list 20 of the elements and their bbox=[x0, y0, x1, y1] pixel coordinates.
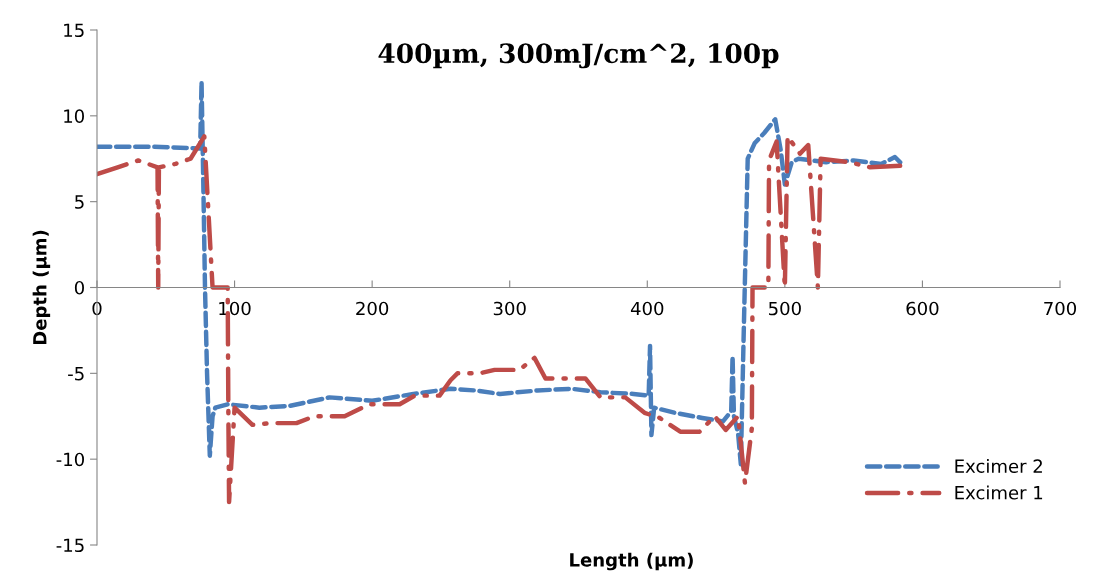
x-tick-label: 400 bbox=[630, 301, 664, 316]
y-tick-label: 0 bbox=[74, 280, 84, 295]
x-tick-label: 300 bbox=[493, 301, 526, 316]
chart-title: 400µm, 300mJ/cm^2, 100p bbox=[378, 43, 779, 69]
x-axis-title: Length (µm) bbox=[570, 552, 693, 571]
y-tick-label: -5 bbox=[68, 367, 84, 381]
x-tick-label: 500 bbox=[769, 301, 801, 316]
legend-label: Excimer 1 bbox=[955, 485, 1043, 500]
x-tick-label: 100 bbox=[219, 301, 251, 316]
x-tick-label: 200 bbox=[356, 301, 389, 316]
x-tick-label: 600 bbox=[906, 301, 939, 316]
y-tick-label: 10 bbox=[64, 109, 84, 123]
legend-label: Excimer 2 bbox=[955, 459, 1042, 473]
y-axis-title: Depth (µm) bbox=[32, 230, 51, 345]
y-tick-label: 5 bbox=[75, 195, 84, 209]
x-tick-label: 700 bbox=[1044, 301, 1077, 316]
y-tick-label: -15 bbox=[56, 538, 84, 553]
y-tick-label: -10 bbox=[56, 452, 84, 467]
y-tick-label: 15 bbox=[64, 23, 84, 38]
x-tick-label: 0 bbox=[92, 301, 102, 316]
